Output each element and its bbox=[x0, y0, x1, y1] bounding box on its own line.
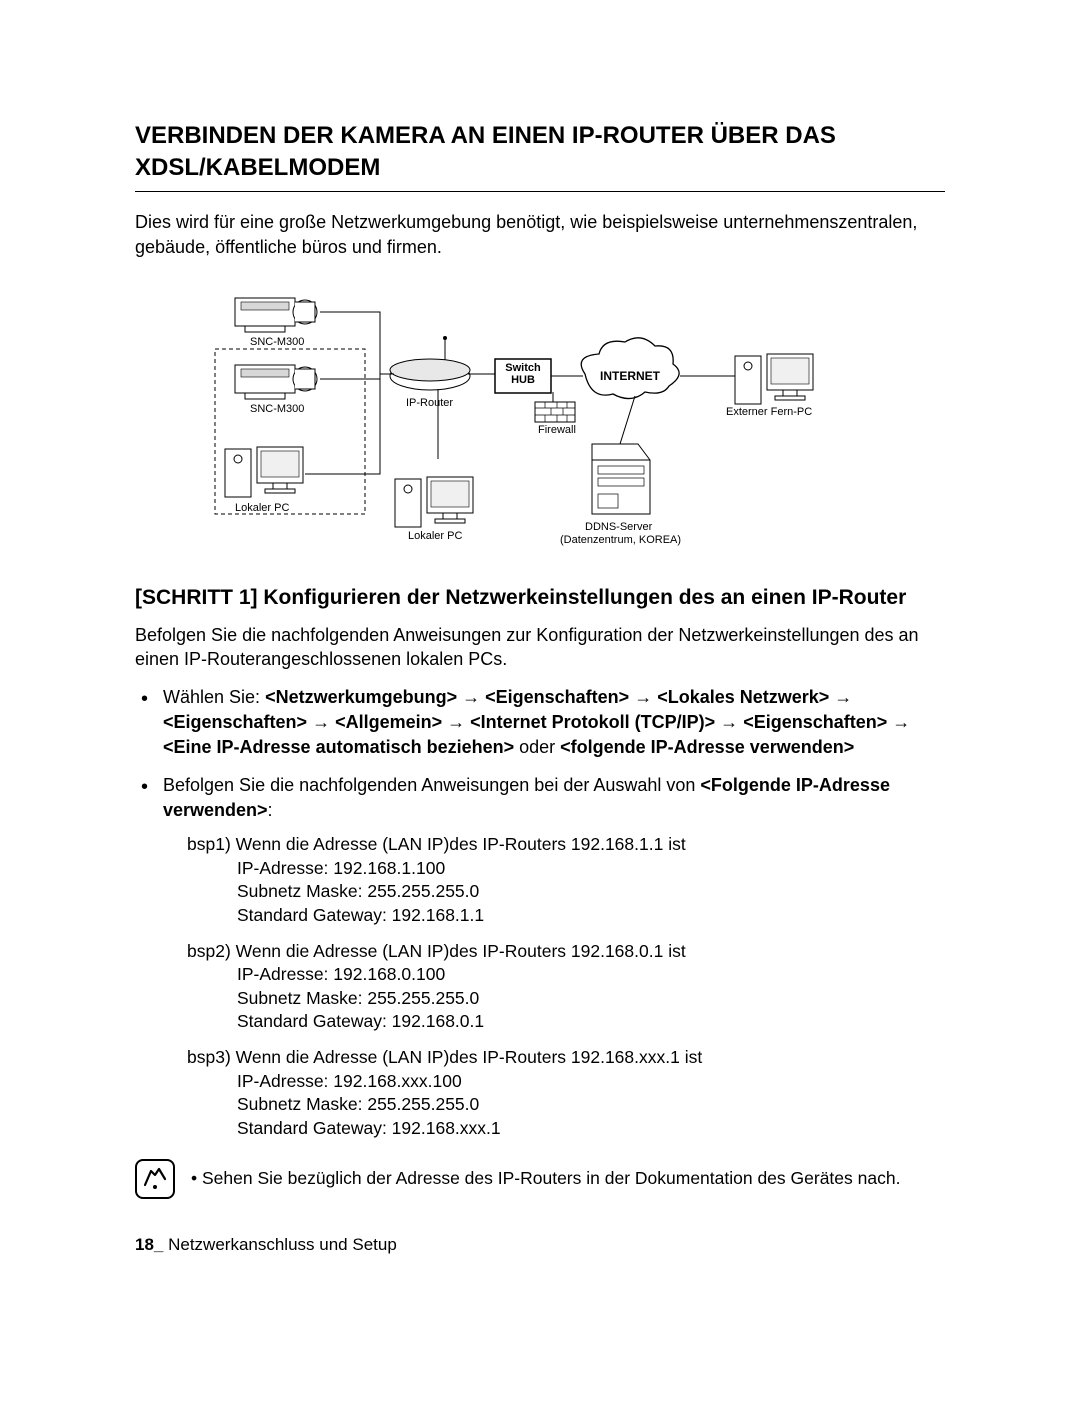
label-switch-hub: Switch HUB bbox=[498, 362, 548, 386]
note-icon bbox=[135, 1159, 175, 1199]
example-block: bsp2) Wenn die Adresse (LAN IP)des IP-Ro… bbox=[187, 940, 945, 1035]
label-ddns-2: (Datenzentrum, KOREA) bbox=[560, 534, 681, 546]
label-camera-2: SNC-M300 bbox=[250, 403, 304, 415]
bullet2-text-a: Befolgen Sie die nachfolgenden Anweisung… bbox=[163, 775, 700, 795]
label-internet: INTERNET bbox=[600, 369, 660, 383]
label-camera-1: SNC-M300 bbox=[250, 336, 304, 348]
instruction-list: Wählen Sie: <Netzwerkumgebung> → <Eigens… bbox=[135, 685, 945, 1140]
label-extern-pc: Externer Fern-PC bbox=[726, 406, 812, 418]
bullet-choose-path: Wählen Sie: <Netzwerkumgebung> → <Eigens… bbox=[163, 685, 945, 761]
footer-section: Netzwerkanschluss und Setup bbox=[163, 1235, 396, 1254]
label-firewall: Firewall bbox=[538, 424, 576, 436]
follow-instructions: Befolgen Sie die nachfolgenden Anweisung… bbox=[135, 623, 945, 672]
page-footer: 18_ Netzwerkanschluss und Setup bbox=[135, 1235, 945, 1255]
bullet2-text-c: : bbox=[268, 800, 273, 820]
bullet-follow-ip: Befolgen Sie die nachfolgenden Anweisung… bbox=[163, 773, 945, 1141]
intro-text: Dies wird für eine große Netzwerkumgebun… bbox=[135, 210, 945, 260]
example-block: bsp1) Wenn die Adresse (LAN IP)des IP-Ro… bbox=[187, 833, 945, 928]
example-block: bsp3) Wenn die Adresse (LAN IP)des IP-Ro… bbox=[187, 1046, 945, 1141]
examples-container: bsp1) Wenn die Adresse (LAN IP)des IP-Ro… bbox=[163, 833, 945, 1141]
title-line-2: XDSL/KABELMODEM bbox=[135, 154, 380, 181]
page-title: VERBINDEN DER KAMERA AN EINEN IP-ROUTER … bbox=[135, 120, 945, 192]
label-local-pc-1: Lokaler PC bbox=[235, 502, 289, 514]
note-row: Sehen Sie bezüglich der Adresse des IP-R… bbox=[135, 1159, 945, 1199]
label-ip-router: IP-Router bbox=[406, 397, 453, 409]
label-local-pc-2: Lokaler PC bbox=[408, 530, 462, 542]
network-diagram: SNC-M300 SNC-M300 Switch HUB IP-Router I… bbox=[180, 284, 890, 564]
note-text: Sehen Sie bezüglich der Adresse des IP-R… bbox=[191, 1159, 900, 1191]
title-line-1: VERBINDEN DER KAMERA AN EINEN IP-ROUTER … bbox=[135, 122, 836, 149]
label-ddns-1: DDNS-Server bbox=[585, 521, 652, 533]
step-1-heading: [SCHRITT 1] Konfigurieren der Netzwerkei… bbox=[135, 584, 945, 612]
page-number: 18_ bbox=[135, 1235, 163, 1254]
